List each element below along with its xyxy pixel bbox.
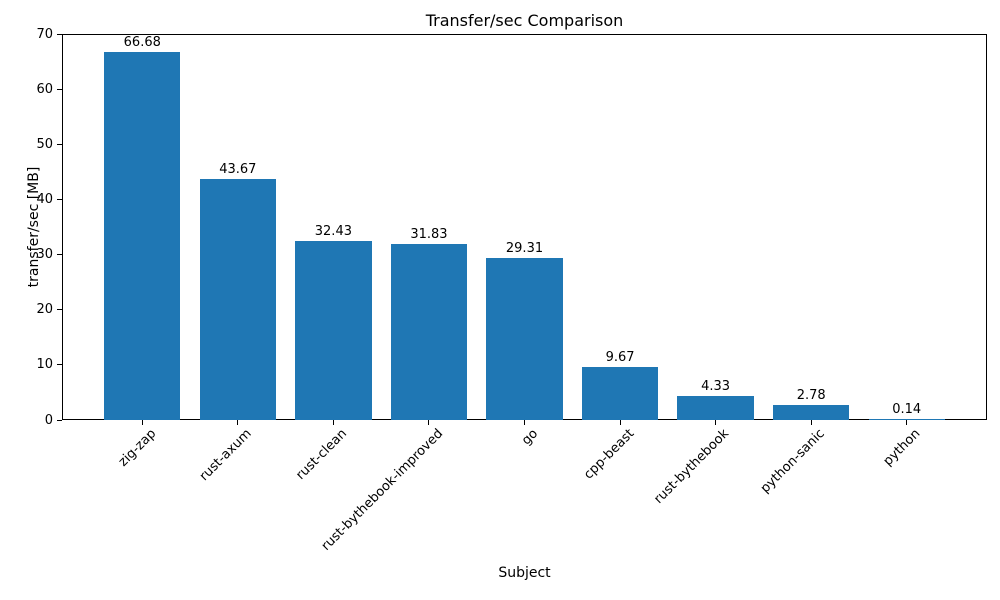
bar-value-label: 32.43 [314, 224, 352, 240]
x-tick-label-go: go [519, 426, 542, 449]
x-tick-mark [332, 420, 334, 425]
x-tick-label-rust-axum: rust-axum [196, 426, 255, 485]
y-axis-label: transfer/sec [MB] [26, 166, 42, 288]
x-tick-mark [428, 420, 430, 425]
y-tick-label: 40 [36, 191, 53, 207]
x-tick-label-python-sanic: python-sanic [758, 426, 829, 497]
bar-python [868, 419, 945, 420]
bar-rust-bythebook [677, 396, 754, 420]
x-tick-label-rust-clean: rust-clean [293, 426, 351, 483]
y-tick-mark [57, 254, 62, 256]
y-tick-mark [57, 33, 62, 35]
y-tick-mark [57, 143, 62, 145]
x-tick-mark [906, 420, 908, 425]
bar-zig-zap [104, 52, 181, 420]
bar-rust-bythebook-improved [390, 244, 468, 420]
y-tick-label: 50 [36, 136, 53, 152]
y-tick-mark [57, 88, 62, 90]
x-tick-mark [524, 420, 525, 425]
x-tick-label-rust-bythebook: rust-bythebook [651, 426, 733, 507]
bar-cpp-beast [581, 366, 659, 420]
y-tick-mark [57, 198, 62, 200]
bar-rust-axum [199, 179, 277, 420]
chart-title: Transfer/sec Comparison [425, 11, 624, 30]
bar-rust-clean [295, 241, 372, 420]
bar-python-sanic [772, 404, 850, 420]
bar-value-label: 43.67 [219, 162, 257, 178]
bar-go [486, 258, 563, 420]
y-tick-label: 0 [44, 412, 53, 428]
bar-value-label: 2.78 [796, 387, 826, 403]
x-tick-mark [715, 420, 717, 425]
y-tick-label: 20 [36, 302, 53, 318]
y-tick-label: 30 [36, 247, 53, 263]
x-tick-label-python: python [880, 426, 924, 470]
bar-value-label: 29.31 [505, 241, 544, 257]
x-tick-mark [810, 420, 812, 425]
x-tick-mark [237, 420, 239, 425]
y-tick-mark [57, 364, 62, 366]
y-tick-label: 70 [36, 26, 53, 42]
y-tick-label: 60 [36, 81, 53, 97]
bar-value-label: 9.67 [605, 349, 635, 365]
bar-value-label: 66.68 [123, 35, 161, 51]
y-tick-label: 10 [36, 357, 53, 373]
bar-value-label: 31.83 [410, 227, 448, 243]
x-tick-label-zig-zap: zig-zap [115, 426, 160, 470]
x-tick-mark [619, 420, 621, 425]
bar-value-label: 4.33 [701, 379, 731, 395]
x-tick-mark [141, 420, 143, 425]
bar-value-label: 0.14 [892, 402, 922, 418]
y-tick-mark [57, 419, 62, 421]
x-axis-label: Subject [498, 565, 551, 581]
y-tick-mark [57, 309, 62, 311]
x-tick-label-cpp-beast: cpp-beast [580, 426, 637, 483]
